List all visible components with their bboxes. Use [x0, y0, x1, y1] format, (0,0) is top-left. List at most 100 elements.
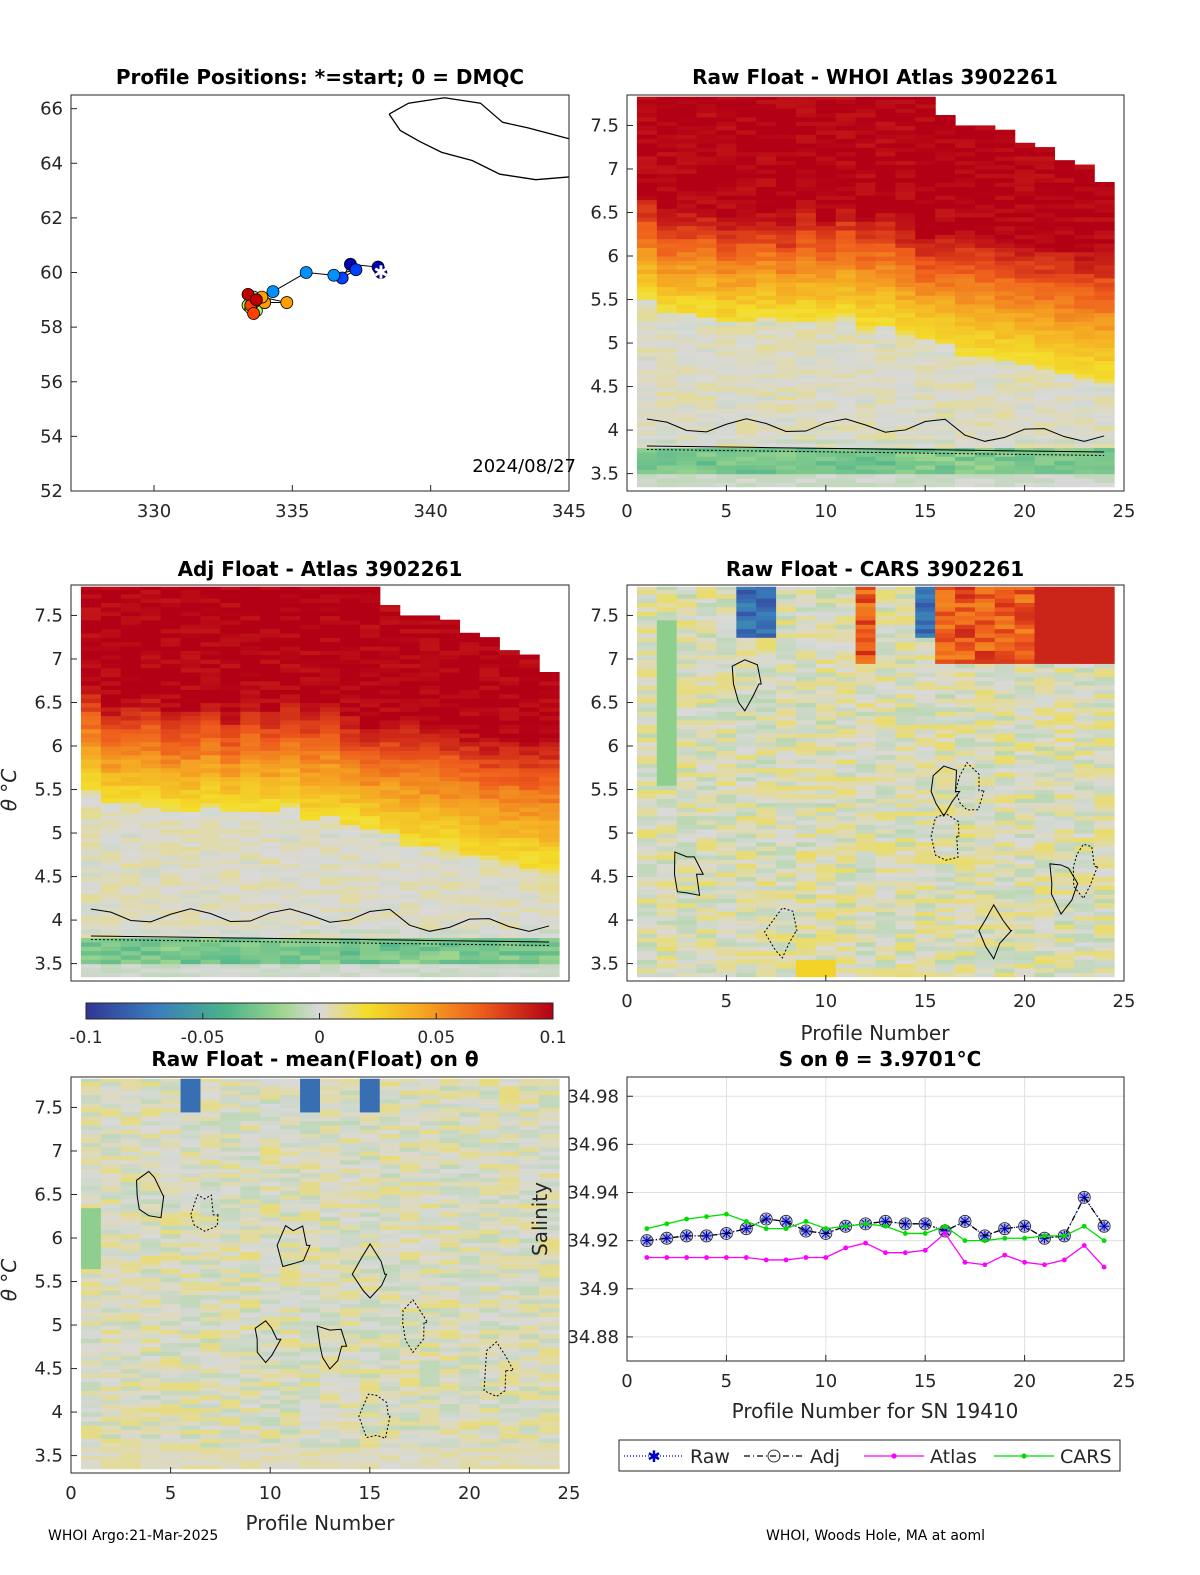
heatmap-cell	[379, 819, 401, 825]
heatmap-cell	[736, 706, 757, 712]
heatmap-cell	[379, 793, 401, 799]
heatmap-cell	[636, 680, 658, 686]
heatmap-cell	[636, 724, 658, 730]
heatmap-cell	[240, 754, 261, 760]
heatmap-cell	[140, 946, 162, 952]
heatmap-cell	[359, 667, 381, 673]
heatmap-cell	[716, 802, 737, 808]
heatmap-cell	[140, 750, 162, 756]
heatmap-cell	[636, 195, 658, 201]
heatmap-cell	[180, 789, 202, 795]
heatmap-cell	[756, 351, 777, 357]
heatmap-cell	[656, 815, 678, 821]
heatmap-cell	[716, 425, 737, 431]
heatmap-cell	[260, 859, 281, 865]
heatmap-cell	[1034, 356, 1056, 362]
heatmap-cell	[915, 221, 936, 227]
heatmap-cell	[399, 702, 421, 708]
heatmap-cell	[676, 160, 698, 166]
heatmap-cell	[696, 741, 718, 747]
heatmap-cell	[835, 168, 857, 174]
heatmap-cell	[339, 802, 361, 808]
heatmap-cell	[359, 863, 381, 869]
heatmap-cell	[240, 798, 261, 804]
heatmap-cell	[419, 615, 441, 621]
heatmap-cell	[716, 125, 737, 131]
heatmap-cell	[835, 399, 857, 405]
heatmap-cell	[200, 641, 221, 647]
heatmap-cell	[180, 693, 202, 699]
heatmap-cell	[776, 828, 797, 834]
heatmap-cell	[220, 641, 241, 647]
heatmap-cell	[80, 863, 102, 869]
heatmap-cell	[776, 421, 797, 427]
heatmap-cell	[539, 802, 560, 808]
heatmap-cell	[240, 741, 261, 747]
heatmap-cell	[260, 632, 281, 638]
heatmap-cell	[499, 698, 520, 704]
heatmap-cell	[915, 168, 936, 174]
heatmap-cell	[716, 238, 737, 244]
heatmap-cell	[676, 142, 698, 148]
heatmap-cell	[696, 728, 718, 734]
heatmap-cell	[220, 667, 241, 673]
heatmap-cell	[855, 303, 877, 309]
heatmap-cell	[399, 698, 421, 704]
heatmap-cell	[1014, 482, 1036, 488]
heatmap-cell	[756, 229, 777, 235]
heatmap-cell	[815, 273, 837, 279]
heatmap-cell	[736, 833, 757, 838]
heatmap-cell	[539, 672, 560, 673]
heatmap-cell	[656, 606, 678, 612]
heatmap-cell	[656, 151, 678, 157]
heatmap-cell	[539, 850, 560, 856]
heatmap-cell	[280, 724, 301, 730]
heatmap-cell	[459, 759, 480, 765]
heatmap-cell	[1034, 190, 1056, 196]
heatmap-cell	[676, 746, 698, 751]
heatmap-cell	[776, 750, 797, 756]
heatmap-cell	[80, 641, 102, 647]
heatmap-cell	[339, 954, 361, 960]
heatmap-cell	[160, 658, 182, 664]
heatmap-cell	[935, 273, 956, 279]
heatmap-cell	[875, 277, 896, 283]
heatmap-cell	[280, 598, 301, 604]
heatmap-cell	[1094, 242, 1115, 248]
heatmap-cell	[756, 798, 777, 804]
heatmap-cell	[795, 430, 817, 436]
heatmap-cell	[875, 195, 896, 201]
heatmap-cell	[499, 854, 520, 860]
heatmap-cell	[636, 967, 658, 973]
heatmap-cell	[220, 654, 241, 660]
heatmap-cell	[519, 741, 540, 747]
heatmap-cell	[200, 815, 221, 821]
heatmap-cell	[180, 685, 202, 691]
heatmap-cell	[656, 954, 678, 960]
heatmap-cell	[180, 776, 202, 782]
heatmap-cell	[300, 680, 321, 686]
heatmap-cell	[696, 706, 718, 712]
heatmap-cell	[1014, 377, 1036, 383]
heatmap-cell	[935, 403, 956, 409]
heatmap-cell	[736, 273, 757, 279]
heatmap-cell	[895, 160, 916, 166]
heatmap-cell	[379, 837, 401, 843]
heatmap-cell	[100, 941, 122, 947]
heatmap-cell	[379, 693, 401, 699]
heatmap-cell	[835, 303, 857, 309]
heatmap-cell	[815, 286, 837, 292]
heatmap-cell	[320, 824, 341, 830]
heatmap-cell	[379, 650, 401, 656]
heatmap-cell	[815, 242, 837, 248]
heatmap-cell	[736, 750, 757, 756]
heatmap-cell	[815, 203, 837, 209]
heatmap-cell	[776, 386, 797, 392]
heatmap-cell	[795, 216, 817, 222]
heatmap-cell	[419, 637, 441, 643]
heatmap-cell	[499, 911, 520, 917]
heatmap-cell	[815, 447, 837, 453]
heatmap-cell	[399, 876, 421, 882]
heatmap-cell	[260, 833, 281, 838]
heatmap-cell	[736, 443, 757, 449]
